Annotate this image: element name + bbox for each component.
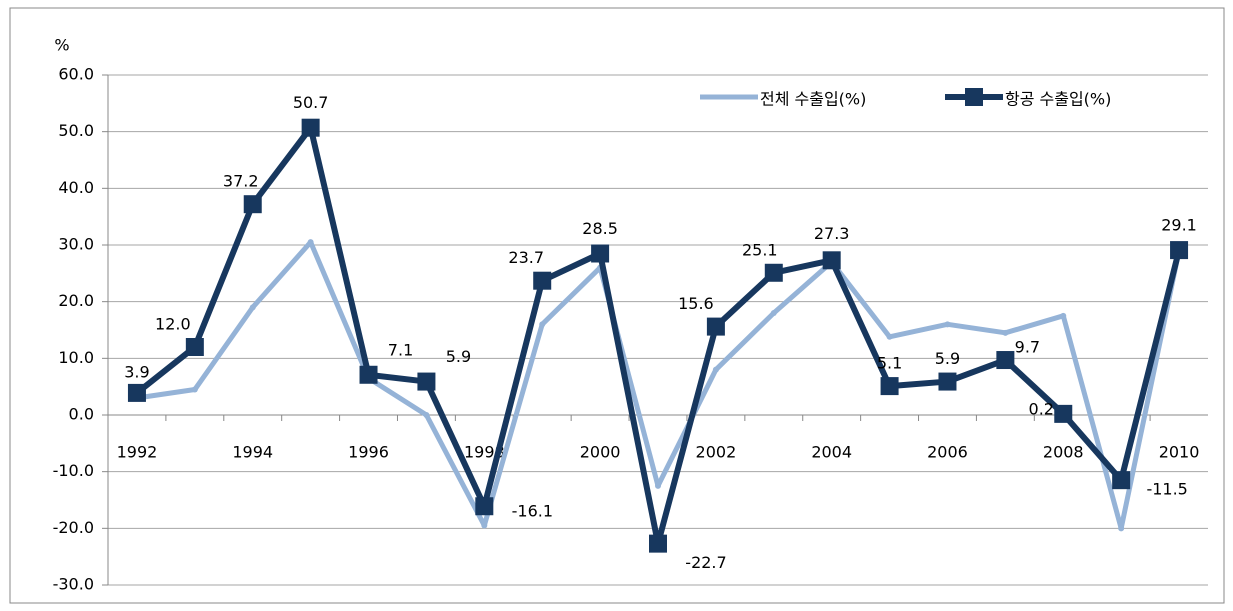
x-tick-label: 1996: [348, 443, 389, 462]
data-label: 23.7: [508, 248, 544, 267]
marker: [822, 251, 841, 270]
legend-label: 항공 수출입(%): [1005, 90, 1111, 109]
y-axis-label: %: [54, 36, 69, 55]
y-tick-label: -30.0: [53, 575, 94, 594]
legend-marker: [965, 88, 983, 106]
y-tick-label: 50.0: [58, 121, 94, 140]
marker: [712, 366, 719, 373]
marker: [1054, 404, 1073, 423]
marker: [1170, 241, 1189, 260]
data-label: 5.9: [446, 347, 471, 366]
x-tick-label: 2002: [696, 443, 737, 462]
marker: [996, 351, 1015, 370]
data-label: 12.0: [155, 315, 191, 334]
marker: [764, 263, 783, 282]
y-tick-label: 0.0: [69, 405, 94, 424]
y-tick-label: 30.0: [58, 235, 94, 254]
data-label: 15.6: [678, 294, 714, 313]
data-label: 50.7: [293, 93, 329, 112]
x-tick-label: 1994: [232, 443, 273, 462]
data-label: 9.7: [1015, 338, 1040, 357]
data-label: 25.1: [742, 240, 778, 259]
y-tick-label: -20.0: [53, 518, 94, 537]
data-label: 5.1: [877, 354, 902, 373]
legend-label: 전체 수출입(%): [760, 90, 866, 109]
marker: [249, 304, 256, 311]
data-label: 7.1: [388, 340, 413, 359]
data-label: 29.1: [1161, 216, 1197, 235]
marker: [880, 377, 899, 396]
marker: [359, 365, 378, 384]
marker: [1060, 312, 1067, 319]
data-label: -11.5: [1146, 480, 1187, 499]
x-tick-label: 2008: [1043, 443, 1084, 462]
y-tick-label: 60.0: [58, 65, 94, 84]
marker: [649, 534, 667, 553]
marker: [886, 333, 893, 340]
marker: [1118, 525, 1125, 532]
marker: [423, 412, 430, 418]
data-label: -22.7: [685, 553, 726, 572]
y-tick-label: 20.0: [58, 291, 94, 310]
data-label: 3.9: [124, 362, 149, 381]
data-label: 28.5: [582, 219, 618, 238]
marker: [1002, 329, 1009, 336]
x-tick-label: 2004: [811, 443, 852, 462]
marker: [301, 118, 320, 137]
marker: [475, 497, 494, 516]
marker: [539, 321, 546, 328]
data-label: 5.9: [935, 349, 960, 368]
marker: [481, 522, 488, 529]
marker: [127, 383, 146, 402]
y-tick-label: -10.0: [53, 461, 94, 480]
x-tick-label: 2000: [580, 443, 621, 462]
y-tick-label: 10.0: [58, 348, 94, 367]
data-label: 0.2: [1029, 399, 1054, 418]
marker: [1112, 471, 1131, 490]
marker: [191, 386, 198, 393]
marker: [307, 239, 314, 246]
marker: [655, 482, 661, 489]
marker: [533, 271, 552, 290]
marker: [591, 244, 610, 263]
marker: [243, 195, 262, 214]
data-label: 37.2: [223, 172, 259, 191]
marker: [770, 310, 777, 316]
x-tick-label: 1992: [117, 443, 158, 462]
marker: [944, 321, 951, 328]
y-tick-label: 40.0: [58, 178, 94, 197]
data-label: -16.1: [512, 502, 553, 521]
x-tick-label: 2006: [927, 443, 968, 462]
marker: [938, 372, 957, 391]
data-label: 27.3: [814, 224, 850, 243]
marker: [185, 338, 204, 356]
marker: [417, 372, 436, 391]
x-tick-label: 2010: [1159, 443, 1200, 462]
marker: [706, 317, 725, 336]
